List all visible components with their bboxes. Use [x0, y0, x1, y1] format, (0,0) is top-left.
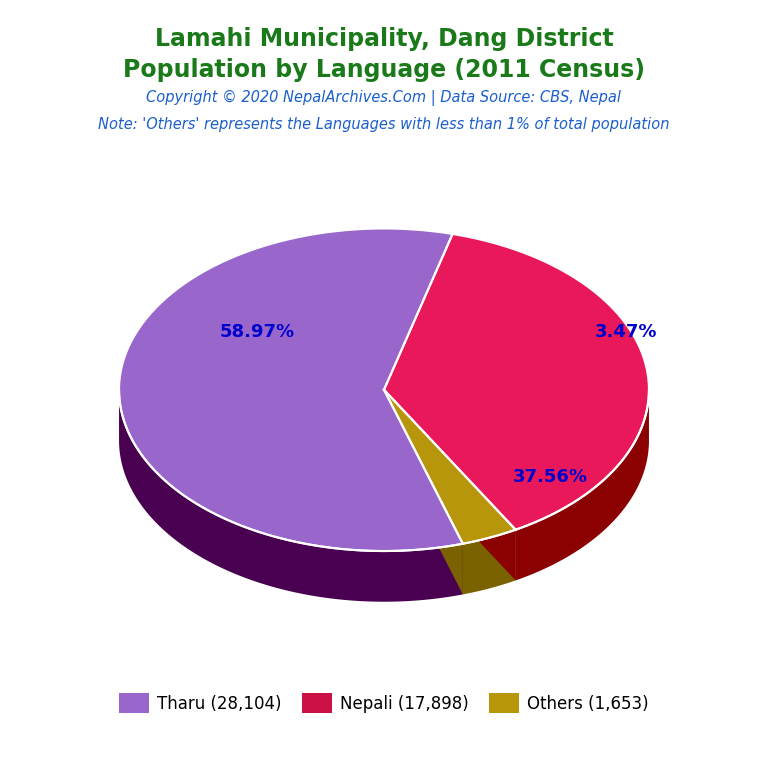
Text: Lamahi Municipality, Dang District: Lamahi Municipality, Dang District: [154, 27, 614, 51]
Polygon shape: [384, 389, 463, 594]
Polygon shape: [515, 389, 649, 581]
Polygon shape: [384, 234, 649, 530]
Text: 58.97%: 58.97%: [220, 323, 295, 341]
Polygon shape: [119, 389, 463, 601]
Polygon shape: [384, 389, 463, 594]
Text: Copyright © 2020 NepalArchives.Com | Data Source: CBS, Nepal: Copyright © 2020 NepalArchives.Com | Dat…: [147, 90, 621, 106]
Polygon shape: [384, 389, 515, 581]
Polygon shape: [384, 389, 515, 581]
Text: 3.47%: 3.47%: [594, 323, 657, 341]
Polygon shape: [384, 389, 515, 544]
Polygon shape: [119, 229, 463, 551]
Legend: Tharu (28,104), Nepali (17,898), Others (1,653): Tharu (28,104), Nepali (17,898), Others …: [112, 687, 656, 720]
Polygon shape: [463, 530, 515, 594]
Text: 37.56%: 37.56%: [512, 468, 588, 486]
Text: Population by Language (2011 Census): Population by Language (2011 Census): [123, 58, 645, 81]
Text: Note: 'Others' represents the Languages with less than 1% of total population: Note: 'Others' represents the Languages …: [98, 117, 670, 132]
